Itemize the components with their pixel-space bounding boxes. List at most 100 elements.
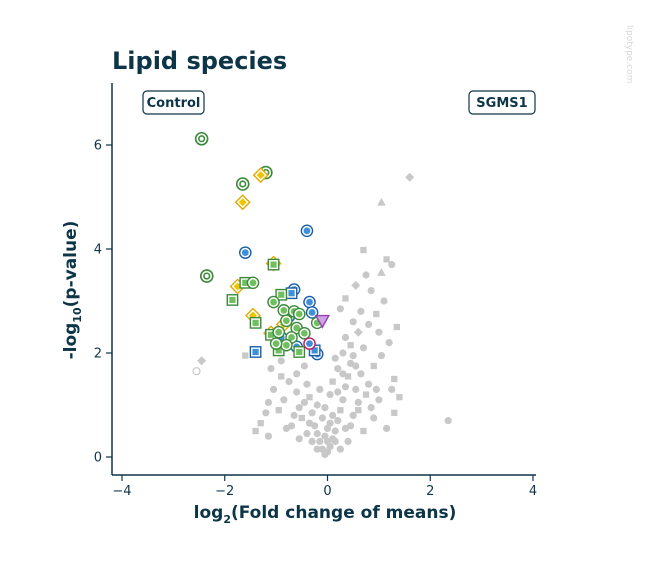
background-point xyxy=(326,419,334,427)
y-tick-label: 0 xyxy=(94,451,102,466)
background-point xyxy=(365,380,373,388)
watermark: lipotype.com xyxy=(624,25,634,83)
background-point xyxy=(341,383,350,391)
background-point xyxy=(313,401,321,409)
background-point xyxy=(280,396,288,404)
background-point xyxy=(192,367,201,376)
sgms1-label: SGMS1 xyxy=(476,96,527,111)
background-point xyxy=(334,417,342,425)
background-point xyxy=(331,427,339,435)
background-point xyxy=(347,342,354,349)
y-tick-label: 6 xyxy=(94,139,102,154)
background-point xyxy=(375,328,383,336)
data-point xyxy=(293,346,306,358)
data-point xyxy=(314,314,331,329)
background-point xyxy=(342,295,349,302)
background-point xyxy=(303,380,311,388)
background-point xyxy=(391,409,398,416)
highlighted-points xyxy=(194,131,331,361)
axes xyxy=(111,83,536,476)
background-point xyxy=(377,268,386,276)
background-point xyxy=(367,404,375,412)
background-point xyxy=(326,391,334,399)
background-point xyxy=(357,370,365,378)
background-point xyxy=(308,437,316,445)
background-point xyxy=(295,404,303,412)
background-point xyxy=(344,373,352,380)
background-point xyxy=(293,388,301,396)
background-point xyxy=(242,352,249,359)
x-axis-title: log2(Fold change of means) xyxy=(194,503,457,526)
control-label-box: Control xyxy=(142,90,205,115)
x-tick-label: 0 xyxy=(323,484,331,499)
background-point xyxy=(405,172,415,182)
background-point xyxy=(313,445,321,453)
background-point xyxy=(353,327,363,337)
background-point xyxy=(318,414,326,422)
background-point xyxy=(352,385,360,393)
background-point xyxy=(370,362,377,370)
background-point xyxy=(321,404,329,412)
background-point xyxy=(269,385,278,393)
background-point xyxy=(444,417,452,425)
x-tick-label: −2 xyxy=(215,484,234,499)
background-point xyxy=(337,407,344,414)
background-points xyxy=(192,172,452,458)
background-point xyxy=(385,339,393,347)
background-point xyxy=(303,430,311,438)
background-point xyxy=(355,407,362,414)
y-tick-label: 2 xyxy=(94,347,102,362)
background-point xyxy=(308,409,316,417)
data-point xyxy=(285,287,298,300)
background-point xyxy=(357,307,365,315)
background-point xyxy=(329,378,336,385)
data-point xyxy=(249,316,262,329)
y-axis-title-pre: -log xyxy=(61,323,81,360)
background-point xyxy=(349,318,357,326)
background-point xyxy=(354,398,362,406)
background-point xyxy=(365,320,373,328)
background-point xyxy=(349,411,357,419)
y-tick-label: 4 xyxy=(94,243,102,258)
background-point xyxy=(277,357,285,365)
background-point xyxy=(293,370,301,378)
background-point xyxy=(370,414,378,422)
background-point xyxy=(316,385,324,393)
background-point xyxy=(275,407,282,414)
x-axis-title-main: log xyxy=(194,503,224,523)
background-point xyxy=(331,354,339,362)
data-point xyxy=(246,276,260,290)
background-point xyxy=(382,424,391,432)
data-point xyxy=(269,337,283,350)
y-axis-title-sub: 10 xyxy=(71,307,84,323)
data-point xyxy=(275,288,288,301)
data-point xyxy=(305,306,319,319)
background-point xyxy=(282,424,290,432)
background-point xyxy=(377,197,386,206)
data-point xyxy=(226,294,239,306)
background-point xyxy=(295,435,303,443)
background-point xyxy=(336,445,344,453)
data-point xyxy=(303,337,316,350)
data-point xyxy=(238,246,252,259)
background-point xyxy=(290,411,298,419)
background-point xyxy=(362,271,370,279)
y-axis-title: -log10(p-value) xyxy=(61,221,84,360)
background-point xyxy=(352,362,360,370)
background-point xyxy=(262,409,270,417)
background-point xyxy=(323,437,332,445)
x-tick-label: 2 xyxy=(426,484,434,499)
background-point xyxy=(360,246,367,254)
sgms1-label-box: SGMS1 xyxy=(468,90,536,115)
background-point xyxy=(316,437,324,445)
data-point xyxy=(298,326,311,340)
background-point xyxy=(383,256,390,263)
background-point xyxy=(344,437,352,445)
x-axis-title-sub: 2 xyxy=(223,513,231,526)
background-point xyxy=(396,394,403,401)
ticks: −4 −2 0 2 4 0 2 4 6 xyxy=(94,139,537,500)
background-point xyxy=(264,398,273,406)
data-point xyxy=(199,269,214,283)
background-point xyxy=(285,378,293,386)
